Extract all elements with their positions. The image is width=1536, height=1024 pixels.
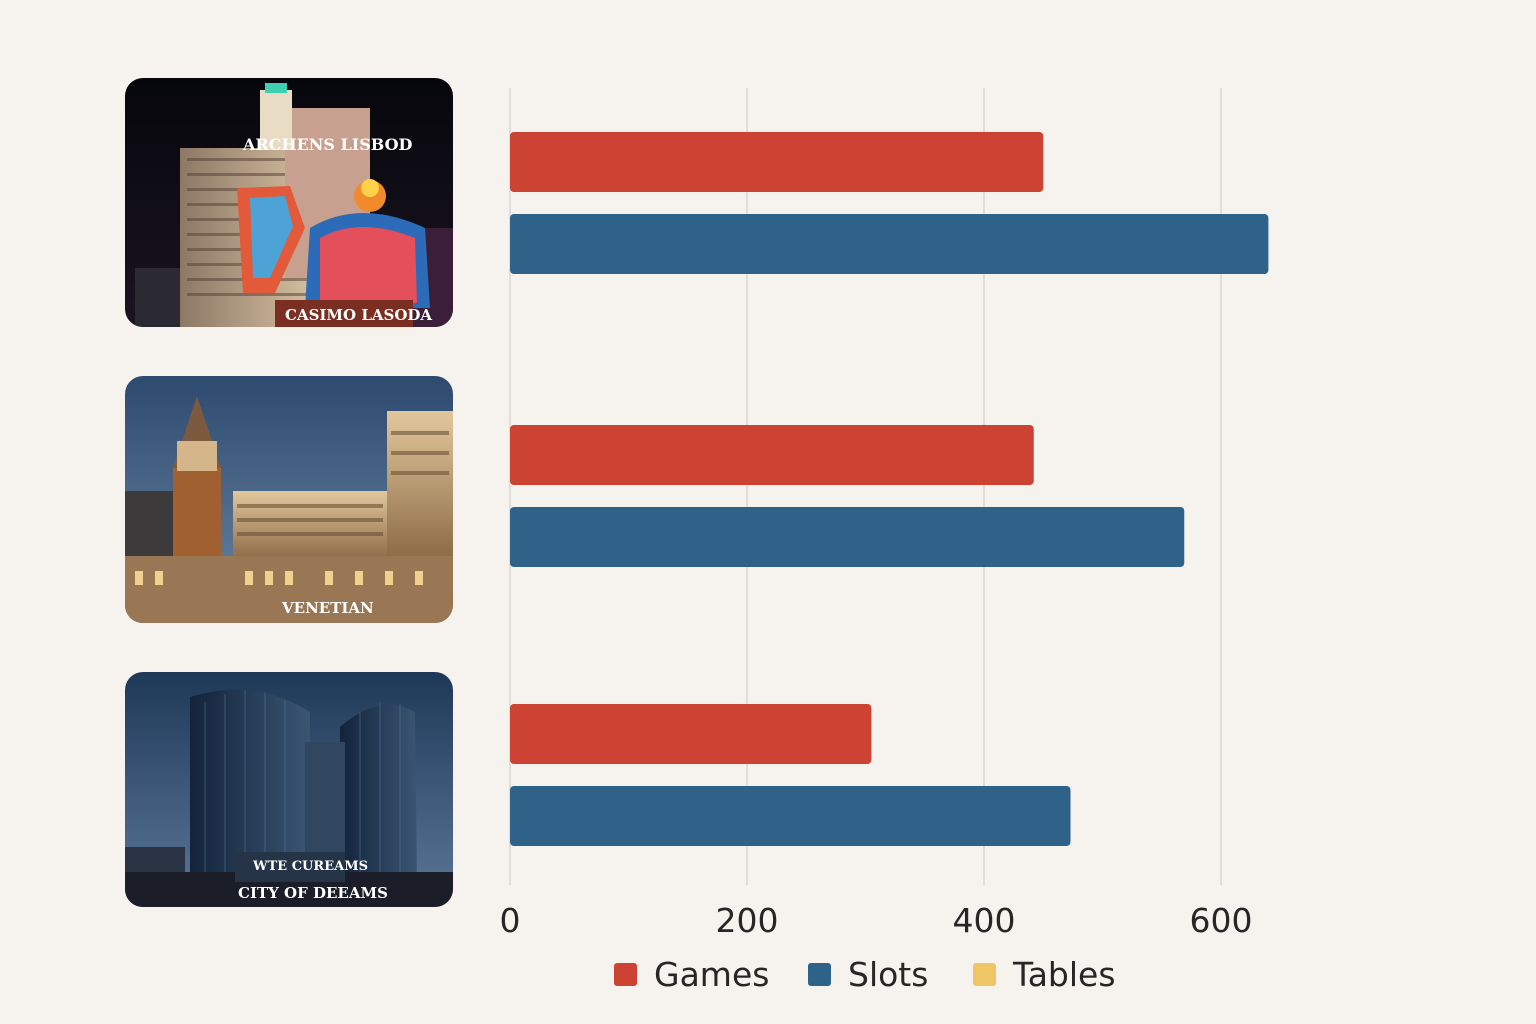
x-tick-label-200: 200 (716, 901, 779, 940)
city-of-dreams-top-sign-text: WTE CUREAMS (252, 859, 368, 874)
lisboa-top-sign-text: ARCHENS LISBOD (242, 135, 413, 154)
bar-venetian-slots (510, 507, 1185, 567)
x-tick-label-0: 0 (500, 901, 521, 940)
legend: Games Slots Tables (614, 955, 1116, 994)
legend-label-tables: Tables (1012, 955, 1116, 994)
legend-swatch-slots (808, 963, 831, 986)
bar-city-of-dreams-games (510, 704, 872, 764)
venetian-illustration: VENETIAN (125, 376, 453, 623)
x-axis-ticks: 0 200 400 600 (500, 901, 1253, 940)
x-tick-label-400: 400 (953, 901, 1016, 940)
casino-lisboa-illustration: ARCHENS LISBOD CASIMO LASODA (125, 78, 453, 327)
lisboa-bottom-sign-text: CASIMO LASODA (285, 306, 432, 324)
casino-lisboa-photo: ARCHENS LISBOD CASIMO LASODA (125, 78, 453, 327)
city-of-dreams-photo: WTE CUREAMS CITY OF DEEAMS (125, 672, 453, 907)
legend-swatch-tables (973, 963, 996, 986)
city-of-dreams-bottom-sign-text: CITY OF DEEAMS (238, 884, 388, 902)
bars (510, 132, 1269, 846)
bar-city-of-dreams-slots (510, 786, 1071, 846)
legend-label-games: Games (654, 955, 769, 994)
bar-casino-lisboa-games (510, 132, 1044, 192)
city-of-dreams-illustration: WTE CUREAMS CITY OF DEEAMS (125, 672, 453, 907)
venetian-photo: VENETIAN (125, 376, 453, 623)
venetian-sign-text: VENETIAN (281, 599, 374, 617)
bar-venetian-games (510, 425, 1034, 485)
bar-casino-lisboa-slots (510, 214, 1269, 274)
x-tick-label-600: 600 (1190, 901, 1253, 940)
legend-label-slots: Slots (848, 955, 928, 994)
gridlines (509, 88, 1222, 885)
legend-swatch-games (614, 963, 637, 986)
